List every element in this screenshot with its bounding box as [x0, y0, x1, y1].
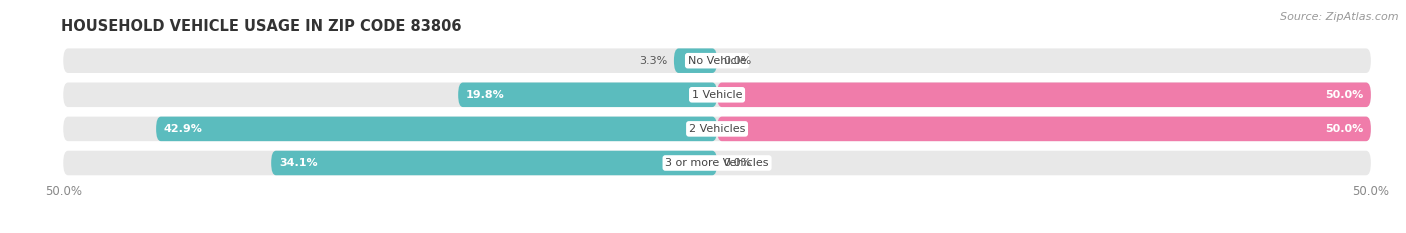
Text: Source: ZipAtlas.com: Source: ZipAtlas.com	[1281, 12, 1399, 22]
Text: 0.0%: 0.0%	[724, 158, 752, 168]
Text: No Vehicle: No Vehicle	[688, 56, 747, 66]
Text: HOUSEHOLD VEHICLE USAGE IN ZIP CODE 83806: HOUSEHOLD VEHICLE USAGE IN ZIP CODE 8380…	[60, 19, 461, 34]
FancyBboxPatch shape	[63, 151, 1371, 175]
Text: 34.1%: 34.1%	[278, 158, 318, 168]
FancyBboxPatch shape	[63, 48, 1371, 73]
FancyBboxPatch shape	[63, 82, 1371, 107]
FancyBboxPatch shape	[156, 116, 717, 141]
Text: 3 or more Vehicles: 3 or more Vehicles	[665, 158, 769, 168]
Text: 42.9%: 42.9%	[165, 124, 202, 134]
Text: 2 Vehicles: 2 Vehicles	[689, 124, 745, 134]
FancyBboxPatch shape	[271, 151, 717, 175]
FancyBboxPatch shape	[717, 116, 1371, 141]
FancyBboxPatch shape	[63, 116, 1371, 141]
Text: 19.8%: 19.8%	[465, 90, 505, 100]
FancyBboxPatch shape	[717, 82, 1371, 107]
Legend: Owner-occupied, Renter-occupied: Owner-occupied, Renter-occupied	[596, 230, 838, 233]
Text: 50.0%: 50.0%	[1324, 124, 1362, 134]
Text: 0.0%: 0.0%	[724, 56, 752, 66]
Text: 50.0%: 50.0%	[1324, 90, 1362, 100]
Text: 3.3%: 3.3%	[640, 56, 668, 66]
FancyBboxPatch shape	[458, 82, 717, 107]
FancyBboxPatch shape	[673, 48, 717, 73]
Text: 1 Vehicle: 1 Vehicle	[692, 90, 742, 100]
